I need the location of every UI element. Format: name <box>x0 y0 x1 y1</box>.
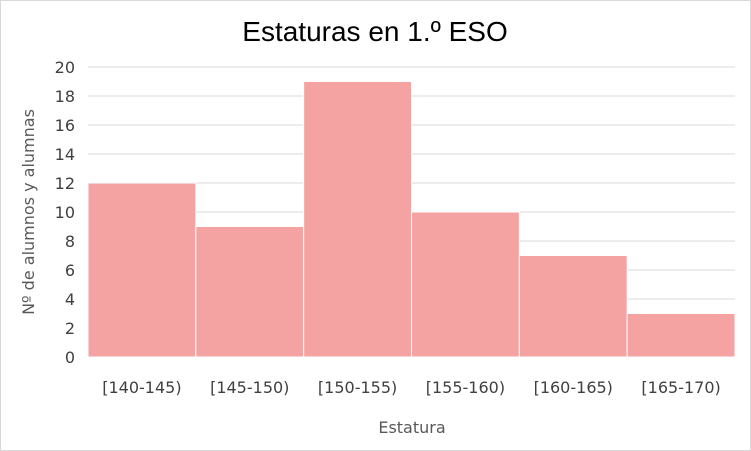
bar <box>87 182 197 358</box>
y-tick-label: 6 <box>65 261 75 280</box>
bar <box>195 226 305 358</box>
bar <box>303 81 412 358</box>
y-tick-label: 2 <box>65 319 75 338</box>
x-tick-label: [165-170) <box>641 378 720 397</box>
x-tick-label: [155-160) <box>426 378 505 397</box>
y-tick-label: 0 <box>65 348 75 367</box>
x-axis-label: Estatura <box>378 418 445 437</box>
x-tick-labels: [140-145) [145-150) [150-155) [155-160) [160… <box>102 378 721 397</box>
y-tick-label: 4 <box>65 290 75 309</box>
y-tick-label: 14 <box>55 145 75 164</box>
chart-title: Estaturas en 1.º ESO <box>242 16 507 47</box>
y-tick-label: 20 <box>55 58 75 77</box>
bar <box>518 255 628 358</box>
bar <box>411 211 520 358</box>
x-tick-label: [140-145) <box>102 378 181 397</box>
bars <box>87 81 736 358</box>
bar <box>626 313 736 358</box>
x-tick-label: [145-150) <box>210 378 289 397</box>
x-tick-label: [160-165) <box>534 378 613 397</box>
x-tick-label: [150-155) <box>318 378 397 397</box>
y-tick-label: 8 <box>65 232 75 251</box>
y-axis-label: Nº de alumnos y alumnas <box>19 109 38 315</box>
y-tick-labels: 0 2 4 6 8 10 12 14 16 18 20 <box>55 58 75 367</box>
y-tick-label: 18 <box>55 87 75 106</box>
y-tick-label: 16 <box>55 116 75 135</box>
y-tick-label: 12 <box>55 174 75 193</box>
y-tick-label: 10 <box>55 203 75 222</box>
